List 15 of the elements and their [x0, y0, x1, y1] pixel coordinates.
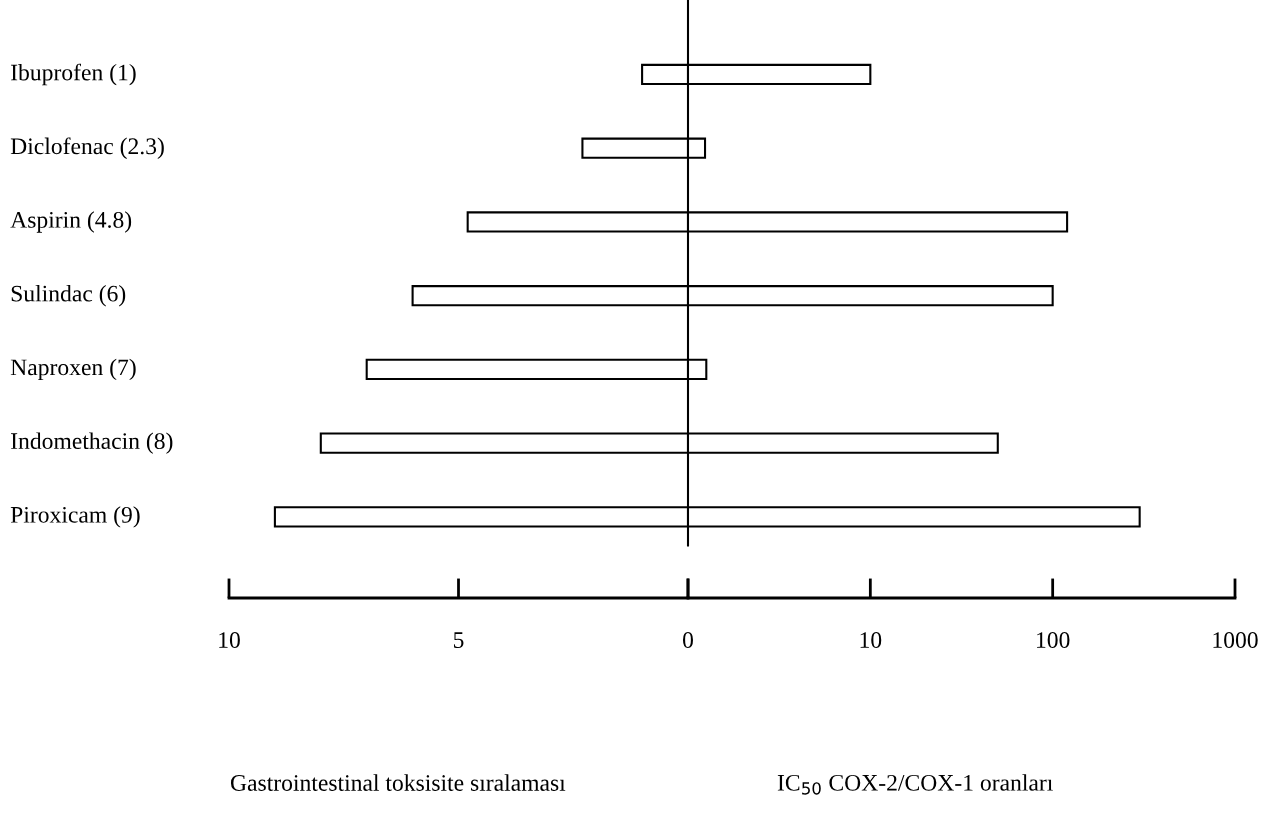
x-axis-title: Gastrointestinal toksisite sıralaması	[230, 774, 566, 791]
y-tick-label: Sulindac (6)	[11, 284, 126, 307]
y-tick-label: Aspirin (4.8)	[10, 211, 132, 233]
x-tick-label: 10	[860, 632, 882, 648]
y-tick-label: Naproxen (7)	[10, 358, 136, 381]
x-axis-title: IC$_{50}$ COX-2/COX-1 oranları	[777, 774, 1053, 795]
x-tick-label: 5	[453, 632, 464, 648]
y-tick-label: Diclofenac (2.3)	[10, 137, 164, 160]
x-tick-label: 10	[219, 632, 240, 648]
y-tick-label: Ibuprofen (1)	[11, 63, 136, 86]
y-tick-label: Indomethacin (8)	[11, 432, 173, 454]
x-tick-label: 0	[683, 632, 693, 648]
y-tick-label: Piroxicam (9)	[10, 506, 140, 528]
x-tick-label: 1000	[1213, 632, 1258, 648]
x-tick-label: 100	[1037, 632, 1070, 648]
